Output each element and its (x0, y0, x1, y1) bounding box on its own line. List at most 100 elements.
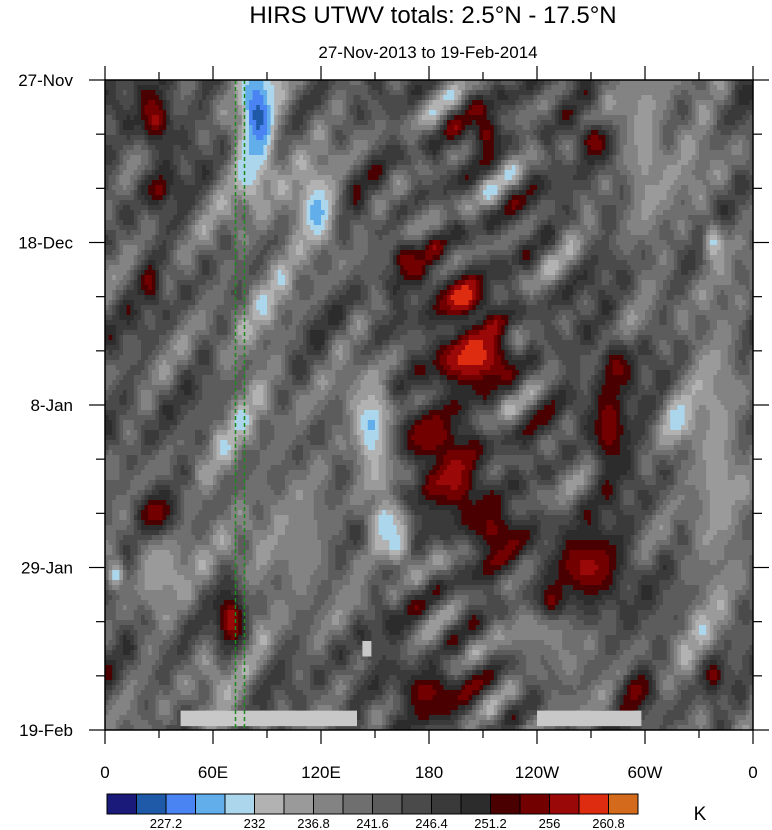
heatmap-cell (605, 120, 610, 126)
heatmap-cell (223, 170, 228, 176)
heatmap-cell (673, 200, 678, 206)
heatmap-cell (115, 160, 120, 166)
heatmap-cell (580, 180, 585, 186)
heatmap-cell (529, 130, 534, 136)
heatmap-cell (155, 190, 160, 196)
heatmap-cell (598, 120, 603, 126)
heatmap-cell (270, 160, 275, 166)
heatmap-cell (583, 90, 588, 96)
heatmap-cell (598, 115, 603, 121)
heatmap-cell (277, 100, 282, 106)
heatmap-cell (742, 205, 747, 211)
heatmap-cell (601, 195, 606, 201)
heatmap-cell (342, 210, 347, 216)
heatmap-cell (627, 150, 632, 156)
heatmap-cell (245, 180, 250, 186)
heatmap-cell (673, 210, 678, 216)
heatmap-cell (115, 105, 120, 111)
heatmap-cell (738, 130, 743, 136)
heatmap-cell (349, 140, 354, 146)
heatmap-cell (346, 155, 351, 161)
heatmap-cell (274, 205, 279, 211)
heatmap-cell (144, 195, 149, 201)
heatmap-cell (151, 185, 156, 191)
heatmap-cell (292, 215, 297, 221)
heatmap-cell (569, 185, 574, 191)
heatmap-cell (583, 170, 588, 176)
heatmap-cell (497, 170, 502, 176)
heatmap-cell (108, 140, 113, 146)
heatmap-cell (108, 185, 113, 191)
heatmap-cell (486, 115, 491, 121)
heatmap-cell (187, 95, 192, 101)
heatmap-cell (605, 210, 610, 216)
heatmap-cell (659, 115, 664, 121)
heatmap-cell (306, 170, 311, 176)
heatmap-cell (292, 135, 297, 141)
heatmap-cell (173, 140, 178, 146)
heatmap-cell (681, 190, 686, 196)
heatmap-cell (400, 175, 405, 181)
heatmap-cell (342, 100, 347, 106)
heatmap-cell (497, 80, 502, 86)
heatmap-cell (151, 160, 156, 166)
heatmap-cell (655, 210, 660, 216)
heatmap-cell (317, 175, 322, 181)
heatmap-cell (169, 165, 174, 171)
heatmap-cell (695, 115, 700, 121)
heatmap-cell (223, 145, 228, 151)
heatmap-cell (223, 85, 228, 91)
heatmap-cell (526, 85, 531, 91)
heatmap-cell (609, 100, 614, 106)
heatmap-cell (213, 215, 218, 221)
heatmap-cell (616, 100, 621, 106)
heatmap-cell (274, 200, 279, 206)
heatmap-cell (691, 120, 696, 126)
heatmap-cell (112, 110, 117, 116)
heatmap-cell (216, 115, 221, 121)
heatmap-cell (263, 205, 268, 211)
heatmap-cell (346, 150, 351, 156)
heatmap-cell (198, 150, 203, 156)
heatmap-cell (321, 85, 326, 91)
heatmap-cell (497, 185, 502, 191)
heatmap-cell (202, 175, 207, 181)
heatmap-cell (249, 145, 254, 151)
heatmap-cell (234, 170, 239, 176)
heatmap-cell (537, 145, 542, 151)
heatmap-cell (630, 95, 635, 101)
heatmap-cell (652, 80, 657, 86)
heatmap-cell (220, 140, 225, 146)
heatmap-cell (119, 155, 124, 161)
heatmap-cell (195, 115, 200, 121)
heatmap-cell (720, 150, 725, 156)
heatmap-cell (537, 175, 542, 181)
heatmap-cell (328, 145, 333, 151)
heatmap-cell (623, 185, 628, 191)
heatmap-cell (742, 195, 747, 201)
heatmap-cell (324, 95, 329, 101)
heatmap-cell (371, 215, 376, 221)
heatmap-cell (731, 120, 736, 126)
heatmap-cell (364, 150, 369, 156)
heatmap-cell (742, 165, 747, 171)
heatmap-cell (130, 135, 135, 141)
heatmap-cell (249, 195, 254, 201)
heatmap-cell (677, 145, 682, 151)
heatmap-cell (249, 120, 254, 126)
heatmap-cell (490, 185, 495, 191)
heatmap-cell (720, 140, 725, 146)
heatmap-cell (205, 80, 210, 86)
heatmap-cell (144, 170, 149, 176)
heatmap-cell (303, 215, 308, 221)
heatmap-cell (285, 150, 290, 156)
heatmap-cell (277, 205, 282, 211)
heatmap-cell (123, 115, 128, 121)
heatmap-cell (324, 190, 329, 196)
heatmap-cell (515, 115, 520, 121)
heatmap-cell (562, 85, 567, 91)
heatmap-cell (695, 110, 700, 116)
heatmap-cell (292, 95, 297, 101)
heatmap-cell (252, 210, 257, 216)
heatmap-cell (144, 105, 149, 111)
